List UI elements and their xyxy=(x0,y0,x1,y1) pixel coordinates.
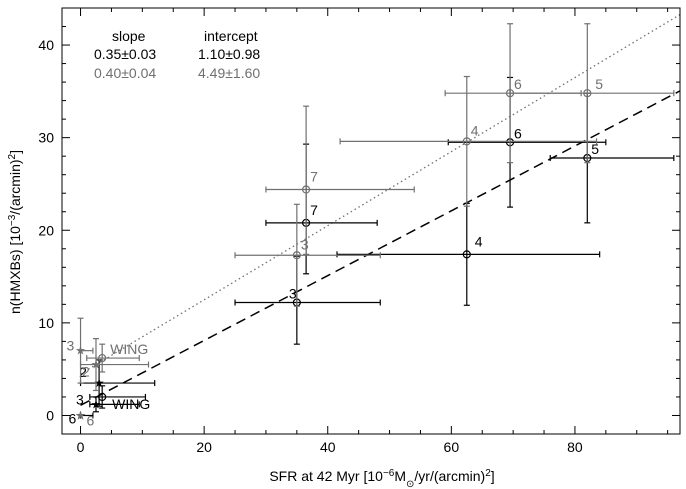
point-label: 5 xyxy=(591,141,599,157)
legend-header-intercept: intercept xyxy=(204,28,258,44)
point-label: 3 xyxy=(289,285,297,301)
y-tick-label: 0 xyxy=(46,407,54,423)
data-point xyxy=(292,251,301,260)
data-point-star: ★ xyxy=(91,358,102,372)
point-label: 2 xyxy=(79,364,87,380)
point-label: 3 xyxy=(76,391,84,407)
y-tick-label: 20 xyxy=(38,222,54,238)
point-label: 3 xyxy=(67,338,75,354)
fit-lines xyxy=(80,14,681,406)
data-point xyxy=(302,185,311,194)
legend-header-slope: slope xyxy=(112,28,146,44)
point-label: 4 xyxy=(475,233,483,249)
legend-slope-black: 0.35±0.03 xyxy=(94,46,156,62)
legend-slope-gray: 0.40±0.04 xyxy=(94,65,156,81)
point-label: 4 xyxy=(471,122,479,138)
fit-line-dashed xyxy=(80,90,681,406)
plot-frame xyxy=(61,7,681,435)
data-point-star: ★ xyxy=(75,344,86,358)
data-point-star: ★ xyxy=(75,408,86,422)
x-tick-label: 0 xyxy=(77,439,85,455)
legend-intercept-black: 1.10±0.98 xyxy=(198,46,260,62)
data-point xyxy=(462,137,471,146)
legend: slope intercept 0.35±0.03 1.10±0.98 0.40… xyxy=(94,28,260,81)
data-point-star: ★ xyxy=(94,376,105,390)
point-label: 6 xyxy=(69,410,77,426)
data-point xyxy=(583,89,592,98)
point-label: WING xyxy=(110,341,148,357)
point-label: 6 xyxy=(87,412,95,428)
y-axis-label: n(HMXBs) [10−3/(arcmin)2] xyxy=(7,150,24,314)
data-point-star: ★ xyxy=(91,397,102,411)
point-label: 7 xyxy=(310,169,318,185)
x-tick-label: 80 xyxy=(567,439,583,455)
point-label: 2 xyxy=(82,364,90,380)
x-axis-label: SFR at 42 Myr [10−6M⊙/yr/(arcmin)2] xyxy=(269,468,494,489)
data-point xyxy=(462,250,471,259)
x-tick-label: 40 xyxy=(320,439,336,455)
data-point xyxy=(98,353,107,363)
point-label: 5 xyxy=(595,76,603,92)
point-label: 6 xyxy=(514,125,522,141)
point-label: 3 xyxy=(301,236,309,252)
point-label: 6 xyxy=(514,76,522,92)
point-label: 7 xyxy=(310,202,318,218)
x-tick-label: 20 xyxy=(196,439,212,455)
legend-intercept-gray: 4.49±1.60 xyxy=(198,65,260,81)
x-tick-label: 60 xyxy=(444,439,460,455)
y-tick-label: 10 xyxy=(38,315,54,331)
fit-line-dotted xyxy=(80,14,681,375)
y-tick-label: 30 xyxy=(38,130,54,146)
axis-ticks: 0 20 40 60 80 0 10 20 30 40 xyxy=(38,8,680,455)
y-tick-label: 40 xyxy=(38,37,54,53)
data-point-star: ★ xyxy=(75,408,86,422)
